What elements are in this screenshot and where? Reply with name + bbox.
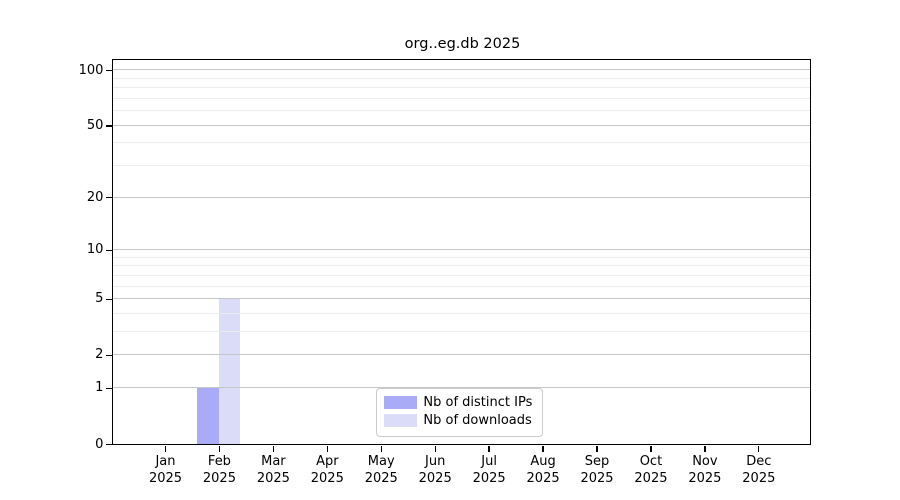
y-tick-20 <box>106 197 113 199</box>
x-tick-may <box>380 446 382 453</box>
x-tick-label-sep: Sep 2025 <box>580 454 614 486</box>
legend-item-distinct-ips: Nb of distinct IPs <box>384 394 532 412</box>
y-tick-label-2: 2 <box>95 347 104 363</box>
y-tick-label-20: 20 <box>86 189 104 205</box>
y-tick-label-1: 1 <box>95 380 104 396</box>
x-tick-jul <box>488 446 490 453</box>
y-tick-label-50: 50 <box>86 117 104 133</box>
y-tick-label-0: 0 <box>95 436 104 452</box>
y-tick-label-10: 10 <box>86 242 104 258</box>
y-tick-1 <box>106 387 113 389</box>
y-tick-2 <box>106 354 113 357</box>
x-tick-label-may: May 2025 <box>364 454 398 486</box>
legend-label-downloads: Nb of downloads <box>423 413 532 429</box>
x-tick-label-dec: Dec 2025 <box>742 454 776 486</box>
y-tick-0 <box>106 443 113 446</box>
x-tick-label-jan: Jan 2025 <box>148 454 183 486</box>
y-tick-label-5: 5 <box>95 291 104 307</box>
x-tick-apr <box>326 446 328 453</box>
y-tick-50 <box>106 125 113 127</box>
x-tick-feb <box>218 446 221 453</box>
x-tick-dec <box>758 446 760 453</box>
bar-nb-of-downloads-feb <box>218 298 241 444</box>
legend-swatch-distinct-ips <box>384 396 418 410</box>
x-tick-aug <box>542 446 544 453</box>
x-tick-label-aug: Aug 2025 <box>526 454 560 486</box>
x-tick-label-apr: Apr 2025 <box>310 454 344 486</box>
x-tick-label-jun: Jun 2025 <box>418 454 452 486</box>
x-tick-label-nov: Nov 2025 <box>688 454 722 486</box>
x-tick-oct <box>650 446 652 453</box>
legend-label-distinct-ips: Nb of distinct IPs <box>423 395 533 411</box>
x-tick-jan <box>164 446 167 453</box>
y-tick-10 <box>106 249 113 251</box>
x-tick-label-oct: Oct 2025 <box>634 454 668 486</box>
legend-item-downloads: Nb of downloads <box>384 412 532 430</box>
x-tick-label-jul: Jul 2025 <box>472 454 506 486</box>
bars-layer <box>113 60 810 444</box>
plot-area: Nb of distinct IPs Nb of downloads <box>112 58 812 445</box>
x-tick-jun <box>434 446 436 453</box>
x-tick-sep <box>596 446 598 453</box>
chart-title: org..eg.db 2025 <box>404 36 521 52</box>
legend: Nb of distinct IPs Nb of downloads <box>376 387 544 437</box>
x-tick-label-mar: Mar 2025 <box>256 454 290 486</box>
bar-nb-of-distinct-ips-feb <box>197 387 219 444</box>
x-tick-nov <box>704 446 706 453</box>
x-tick-label-feb: Feb 2025 <box>202 454 236 486</box>
legend-swatch-downloads <box>384 414 418 428</box>
y-tick-label-100: 100 <box>78 62 104 78</box>
y-tick-100 <box>106 69 113 72</box>
x-tick-mar <box>272 446 275 453</box>
y-tick-5 <box>106 298 113 300</box>
